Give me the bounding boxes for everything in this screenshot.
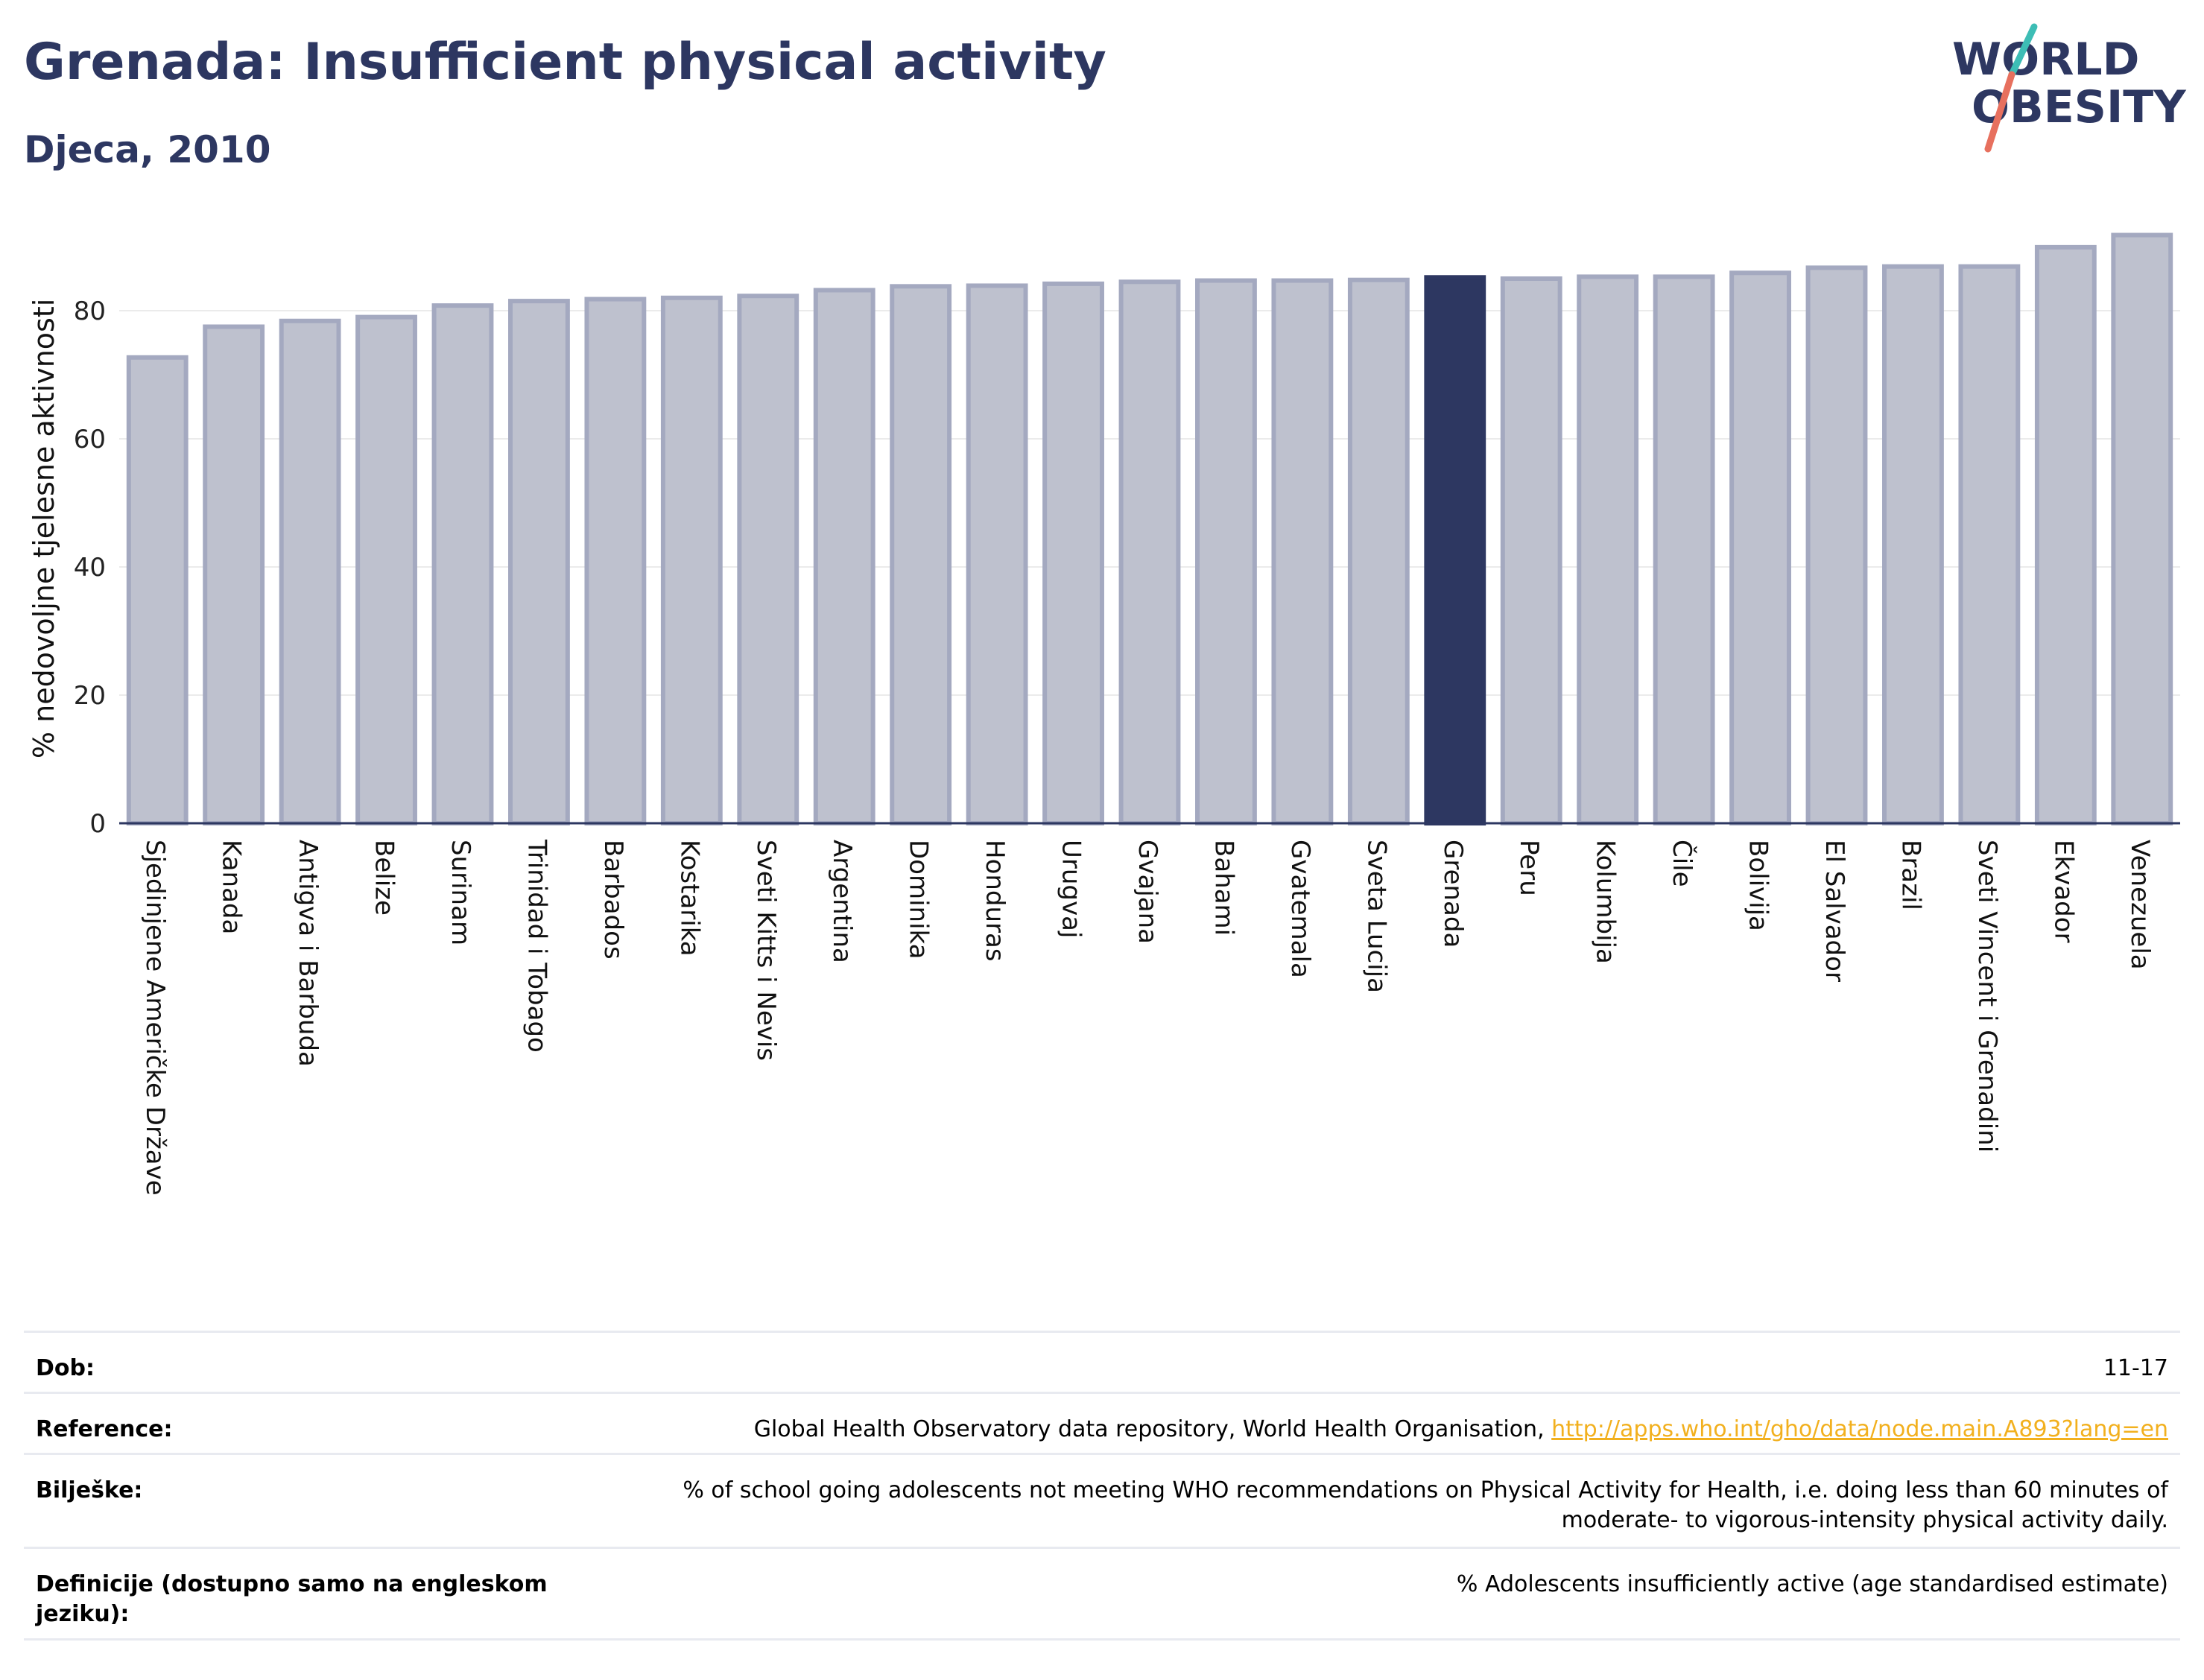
x-tick-label: Antigva i Barbuda: [293, 840, 323, 1067]
page-title: Grenada: Insufficient physical activity: [24, 33, 1106, 92]
x-tick-label: Grenada: [1438, 840, 1468, 948]
bar: [203, 324, 265, 825]
x-tick-label: Sveta Lucija: [1361, 840, 1391, 993]
bar: [1653, 274, 1715, 826]
bar: [890, 284, 952, 825]
x-tick-label: Honduras: [980, 840, 1010, 962]
y-tick-label: 40: [74, 553, 106, 583]
definitions-label: Definicije (dostupno samo na engleskom j…: [36, 1571, 548, 1627]
info-row-reference: Reference: Global Health Observatory dat…: [24, 1392, 2180, 1453]
y-tick-label: 60: [74, 425, 106, 454]
x-tick-label: Trinidad i Tobago: [522, 839, 551, 1053]
reference-text: Global Health Observatory data repositor…: [753, 1416, 1552, 1442]
page-subtitle: Djeca, 2010: [24, 128, 271, 171]
bar: [1424, 275, 1486, 825]
x-tick-label: Barbados: [598, 840, 628, 960]
bar: [279, 318, 341, 825]
info-row-age: Dob: 11-17: [24, 1331, 2180, 1392]
y-axis-title: % nedovoljne tjelesne aktivnosti: [28, 299, 60, 758]
x-tick-label: Sveti Kitts i Nevis: [751, 840, 781, 1061]
x-tick-label: Sjedinjene Američke Države: [140, 840, 170, 1196]
bar: [1271, 278, 1334, 825]
bar: [1958, 264, 2021, 826]
x-tick-label: Bahami: [1209, 840, 1238, 936]
x-tick-label: Ekvador: [2048, 840, 2078, 943]
x-tick-label: Peru: [1514, 840, 1544, 896]
x-tick-label: Venezuela: [2125, 840, 2155, 970]
bar: [431, 303, 494, 825]
bar: [966, 283, 1028, 825]
notes-label: Bilješke:: [36, 1477, 143, 1503]
x-tick-label: Sveti Vincent i Grenadini: [1972, 840, 2002, 1153]
x-tick-label: Gvatemala: [1285, 840, 1315, 978]
notes-value: % of school going adolescents not meetin…: [683, 1477, 2168, 1533]
x-tick-label: Dominika: [904, 840, 934, 959]
bar: [2034, 244, 2097, 825]
bar: [813, 288, 875, 826]
y-tick-label: 20: [74, 681, 106, 711]
bar: [1042, 281, 1104, 825]
y-tick-label: 80: [74, 297, 106, 326]
bar: [1805, 265, 1868, 825]
info-row-definitions: Definicije (dostupno samo na engleskom j…: [24, 1547, 2180, 1641]
bar: [1882, 264, 1944, 826]
bar: [1500, 276, 1562, 825]
x-tick-label: Surinam: [446, 840, 475, 945]
age-value: 11-17: [2103, 1355, 2168, 1381]
bar: [584, 297, 647, 825]
x-tick-label: Gvajana: [1133, 840, 1162, 944]
x-tick-label: El Salvador: [1820, 840, 1849, 982]
bar: [660, 295, 723, 825]
x-tick-label: Kanada: [217, 840, 247, 934]
bar: [1347, 277, 1410, 826]
reference-link[interactable]: http://apps.who.int/gho/data/node.main.A…: [1551, 1416, 2168, 1442]
reference-value: Global Health Observatory data repositor…: [754, 1415, 2168, 1453]
world-obesity-logo: WORLD OBESITY: [1952, 23, 2187, 153]
bar-chart: 0 20 40 60 80 % nedovoljne tjelesne aktivnost…: [28, 232, 2180, 1196]
reference-label: Reference:: [36, 1416, 173, 1442]
x-tick-label: Brazil: [1896, 840, 1925, 910]
x-tick-label: Argentina: [827, 840, 857, 963]
age-label: Dob:: [36, 1355, 95, 1381]
bar: [1195, 278, 1257, 825]
info-table: Dob: 11-17 Reference: Global Health Obse…: [24, 1331, 2180, 1641]
x-tick-label: Kostarika: [674, 840, 704, 957]
bar: [1118, 279, 1181, 825]
info-row-notes: Bilješke: % of school going adolescents …: [24, 1453, 2180, 1547]
x-tick-label: Kolumbija: [1591, 840, 1621, 964]
bar: [355, 314, 417, 826]
x-tick-label: Bolivija: [1744, 840, 1773, 931]
bar: [737, 294, 799, 826]
bar: [2111, 232, 2173, 825]
bar: [1729, 270, 1791, 825]
x-tick-label: Belize: [370, 840, 399, 916]
logo-line1: WORLD: [1952, 34, 2139, 86]
bar: [126, 355, 189, 825]
y-tick-label: 0: [89, 809, 106, 839]
bar: [508, 299, 570, 826]
bar: [1577, 274, 1639, 826]
x-tick-label: Čile: [1667, 840, 1697, 887]
definitions-value: % Adolescents insufficiently active (age…: [1456, 1571, 2168, 1597]
x-tick-label: Urugvaj: [1057, 840, 1086, 938]
